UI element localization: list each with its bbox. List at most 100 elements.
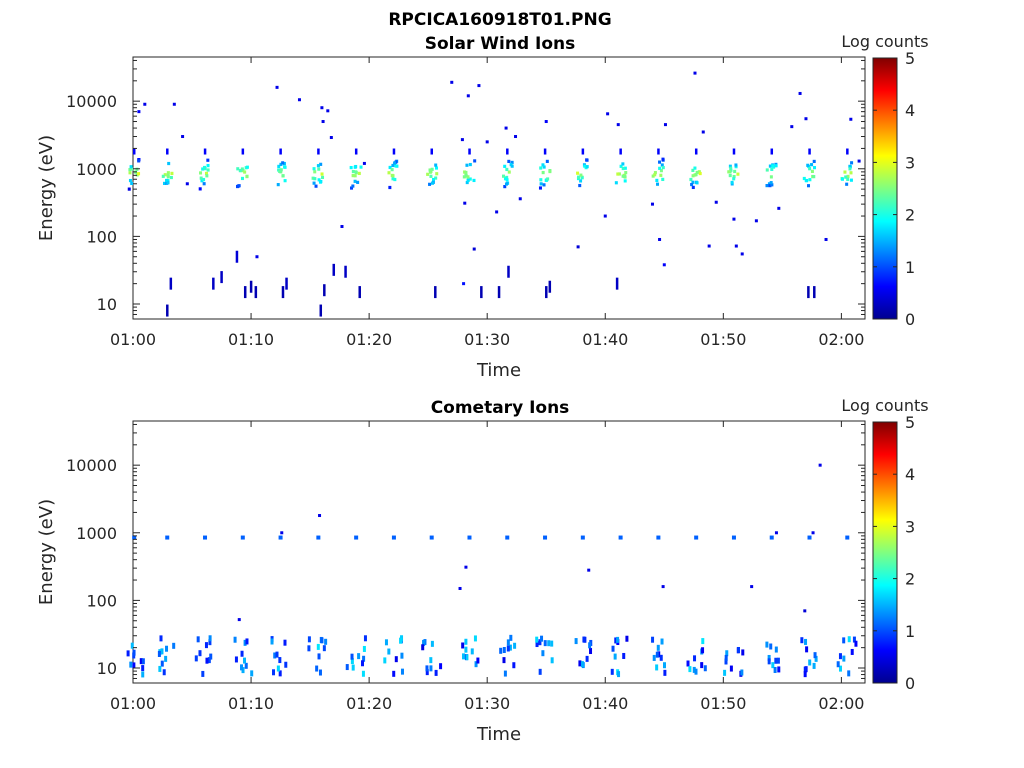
sweep	[345, 535, 367, 677]
sweep-cell	[769, 181, 773, 185]
sweep-cell	[354, 170, 358, 174]
sweep-cell	[132, 535, 137, 540]
sweep-cell	[391, 535, 396, 540]
sweep-cell	[694, 148, 698, 155]
sweep	[349, 148, 363, 190]
sweep-cell	[236, 167, 240, 171]
sweep-cell	[543, 535, 548, 540]
sweep-cell	[199, 171, 203, 175]
data-point	[275, 85, 279, 89]
sweep	[765, 148, 778, 188]
sweep-cell	[659, 169, 663, 173]
sweep-cell	[845, 182, 849, 186]
sweep-cell	[656, 182, 660, 186]
sweep-cell	[128, 171, 132, 175]
sweep-cell	[579, 173, 583, 177]
low-energy-mark	[281, 286, 285, 299]
sweep	[614, 148, 628, 185]
sweep-cell	[279, 148, 282, 155]
sweep-cell	[351, 174, 355, 178]
sweep-cell	[847, 670, 851, 677]
sweep-cell	[430, 148, 434, 155]
sweep-cell	[659, 654, 663, 661]
sweep-cell	[658, 160, 662, 164]
sweep	[462, 148, 477, 185]
sweep-cell	[651, 174, 655, 178]
sweep-cell	[621, 162, 625, 166]
sweep-cell	[132, 148, 136, 155]
sweep-cell	[695, 170, 699, 175]
sweep-cell	[363, 635, 367, 642]
sweep-cell	[510, 164, 514, 168]
x-tick-label: 01:30	[464, 694, 510, 713]
sweep	[802, 148, 817, 188]
sweep-cell	[468, 162, 472, 167]
sweep-cell	[774, 164, 778, 168]
sweep-cell	[499, 647, 503, 654]
sweep-cell	[692, 666, 696, 673]
sweep-cell	[688, 666, 692, 673]
sweep-cell	[317, 167, 321, 171]
sweep-cell	[421, 644, 425, 651]
sweep-cell	[808, 659, 812, 666]
data-point	[701, 130, 705, 134]
sweep-cell	[129, 661, 133, 668]
sweep-cell	[582, 636, 586, 643]
sweep-cell	[281, 174, 285, 178]
sweep-cell	[321, 175, 325, 180]
sweep-cell	[730, 180, 734, 185]
x-tick-label: 02:00	[818, 330, 864, 349]
sweep-cell	[350, 658, 354, 665]
sweep-cell	[132, 649, 136, 656]
sweep-cell	[315, 665, 319, 672]
sweep-cell	[278, 535, 283, 540]
sweep-cell	[242, 657, 246, 664]
sweep-cell	[808, 178, 812, 182]
sweep-cell	[507, 170, 511, 174]
sweep-cell	[468, 148, 471, 155]
sweep-cell	[768, 164, 772, 168]
sweep-cell	[473, 635, 477, 642]
sweep-cell	[313, 170, 317, 174]
sweep-cell	[545, 159, 549, 163]
sweep-cell	[137, 159, 141, 163]
sweep-cell	[392, 670, 396, 677]
low-energy-mark	[480, 286, 483, 299]
sweep-cell	[700, 662, 704, 669]
x-tick-label: 01:50	[700, 694, 746, 713]
sweep-cell	[769, 175, 773, 179]
sweep	[383, 535, 404, 677]
data-point	[732, 217, 736, 221]
sweep-cell	[849, 171, 853, 175]
sweep-cell	[428, 170, 432, 174]
sweep-cell	[354, 535, 359, 540]
sweep-cell	[128, 168, 132, 172]
sweep-cell	[470, 648, 474, 655]
sweep-cell	[765, 641, 769, 648]
sweep-cell	[543, 640, 547, 647]
sweep-cell	[539, 178, 543, 182]
sweep-cell	[651, 636, 655, 643]
data-point	[318, 514, 322, 518]
sweep-cell	[850, 648, 854, 655]
sweep-cell	[243, 170, 247, 174]
sweep-cell	[166, 171, 170, 175]
sweep-cell	[538, 668, 542, 675]
sweep-cell	[164, 655, 168, 662]
sweep-cell	[773, 666, 777, 673]
sweep-cell	[848, 164, 852, 168]
colorbar-tick-label: 0	[905, 674, 915, 693]
sweep-cell	[802, 176, 806, 181]
low-energy-mark	[254, 286, 258, 299]
data-point	[603, 214, 607, 218]
sweep-cell	[384, 639, 388, 646]
sweep-cell	[429, 657, 433, 664]
panel-title: Solar Wind Ions	[425, 34, 576, 54]
sweep-cell	[400, 668, 404, 675]
colorbar-tick-label: 1	[905, 258, 915, 277]
sweep-cell	[723, 669, 727, 676]
sweep-cell	[535, 641, 539, 648]
sweep-cell	[464, 638, 468, 645]
sweep-cell	[538, 186, 542, 190]
sweep-cell	[852, 636, 856, 643]
